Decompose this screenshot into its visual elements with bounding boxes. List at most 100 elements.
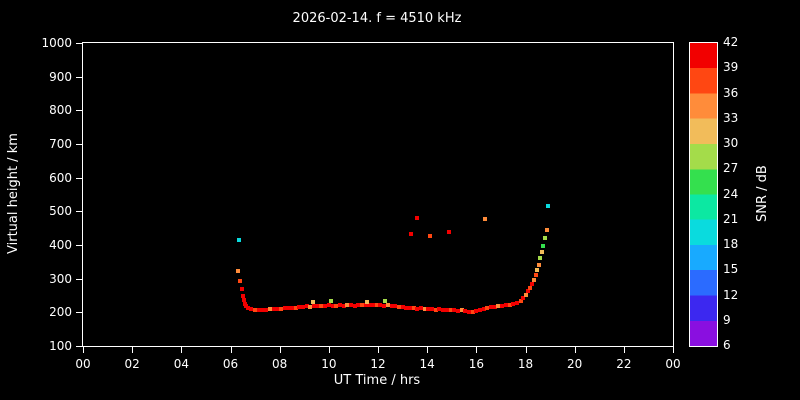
data-point bbox=[396, 304, 401, 309]
data-point bbox=[301, 304, 306, 309]
data-point bbox=[500, 303, 505, 308]
data-point bbox=[532, 277, 537, 282]
y-tick-label: 900 bbox=[49, 69, 72, 84]
colorbar-tick-label: 24 bbox=[723, 186, 739, 201]
x-tick-mark bbox=[181, 347, 183, 353]
data-point bbox=[275, 306, 280, 311]
colorbar-tick-label: 30 bbox=[723, 136, 739, 150]
data-point bbox=[535, 267, 540, 272]
data-point bbox=[308, 304, 313, 309]
data-point bbox=[536, 262, 541, 267]
data-point bbox=[243, 301, 248, 306]
data-point bbox=[245, 306, 250, 311]
data-point bbox=[264, 307, 269, 312]
data-point bbox=[496, 304, 501, 309]
data-point bbox=[492, 304, 497, 309]
data-point bbox=[297, 305, 302, 310]
data-point bbox=[422, 306, 427, 311]
data-point bbox=[239, 287, 244, 292]
data-point bbox=[286, 305, 291, 310]
x-tick-mark bbox=[623, 347, 625, 353]
data-point bbox=[511, 301, 516, 306]
data-point bbox=[260, 307, 265, 312]
data-point bbox=[507, 302, 512, 307]
data-point bbox=[256, 307, 261, 312]
x-tick-mark bbox=[427, 347, 429, 353]
x-tick-mark bbox=[476, 347, 478, 353]
data-point bbox=[278, 306, 283, 311]
x-tick-mark bbox=[230, 347, 232, 353]
data-point bbox=[433, 307, 438, 312]
x-tick-label: 22 bbox=[616, 357, 632, 371]
data-point bbox=[521, 295, 526, 300]
y-tick-mark bbox=[76, 76, 82, 78]
colorbar-tick-label: 9 bbox=[723, 312, 731, 327]
y-tick-mark bbox=[76, 211, 82, 213]
x-tick-label: 14 bbox=[419, 357, 435, 371]
data-point bbox=[348, 303, 353, 308]
data-point bbox=[437, 307, 442, 312]
colorbar-tick-label: 15 bbox=[723, 262, 739, 277]
data-point bbox=[474, 309, 479, 314]
data-point bbox=[282, 306, 287, 311]
colorbar-ticks: 6 9 12 15 18 21 24 27 30 33 36 39 42 bbox=[723, 35, 757, 352]
data-point bbox=[360, 303, 365, 308]
y-tick-mark bbox=[76, 245, 82, 246]
colorbar bbox=[689, 42, 718, 347]
data-point bbox=[528, 286, 533, 291]
y-tick-mark bbox=[76, 278, 82, 280]
data-point bbox=[426, 307, 431, 312]
x-tick-mark bbox=[132, 347, 134, 353]
data-point bbox=[237, 237, 242, 242]
x-tick-mark bbox=[525, 347, 527, 353]
data-point bbox=[315, 303, 320, 308]
data-point bbox=[326, 303, 331, 308]
data-point bbox=[249, 307, 254, 312]
x-tick-mark bbox=[673, 347, 674, 353]
colorbar-tick-label: 42 bbox=[723, 35, 739, 49]
data-point bbox=[238, 279, 243, 284]
x-tick-mark bbox=[574, 347, 576, 353]
data-point bbox=[345, 302, 350, 307]
data-point bbox=[404, 305, 409, 310]
y-tick-mark bbox=[76, 177, 82, 179]
data-point bbox=[430, 306, 435, 311]
x-tick-mark bbox=[83, 347, 84, 353]
data-point bbox=[337, 303, 342, 308]
data-point bbox=[334, 303, 339, 308]
data-point bbox=[356, 302, 361, 307]
data-point bbox=[503, 303, 508, 308]
data-point bbox=[371, 303, 376, 308]
data-point bbox=[330, 303, 335, 308]
data-point bbox=[463, 308, 468, 313]
data-point bbox=[415, 306, 420, 311]
y-tick-label: 400 bbox=[49, 238, 72, 252]
data-point bbox=[541, 243, 546, 248]
data-point bbox=[374, 302, 379, 307]
data-point bbox=[533, 272, 538, 277]
x-tick-label: 20 bbox=[567, 357, 583, 371]
data-point bbox=[293, 305, 298, 310]
y-tick-label: 100 bbox=[49, 339, 72, 353]
data-point bbox=[411, 306, 416, 311]
colorbar-tick-label: 18 bbox=[723, 237, 739, 251]
y-tick-mark bbox=[76, 110, 82, 112]
data-point bbox=[312, 303, 317, 308]
data-point bbox=[489, 305, 494, 310]
data-point bbox=[304, 304, 309, 309]
data-point bbox=[367, 302, 372, 307]
data-point bbox=[478, 307, 483, 312]
colorbar-tick-label: 6 bbox=[723, 338, 731, 352]
data-point bbox=[383, 298, 388, 303]
data-point bbox=[235, 269, 240, 274]
x-tick-label: 16 bbox=[468, 357, 484, 371]
data-point bbox=[466, 309, 471, 314]
data-point bbox=[409, 232, 414, 237]
y-tick-mark bbox=[76, 312, 82, 314]
data-point bbox=[545, 227, 550, 232]
x-tick-label: 02 bbox=[124, 357, 140, 371]
y-tick-label: 600 bbox=[49, 170, 72, 185]
y-tick-label: 300 bbox=[49, 271, 72, 286]
data-point bbox=[485, 305, 490, 310]
